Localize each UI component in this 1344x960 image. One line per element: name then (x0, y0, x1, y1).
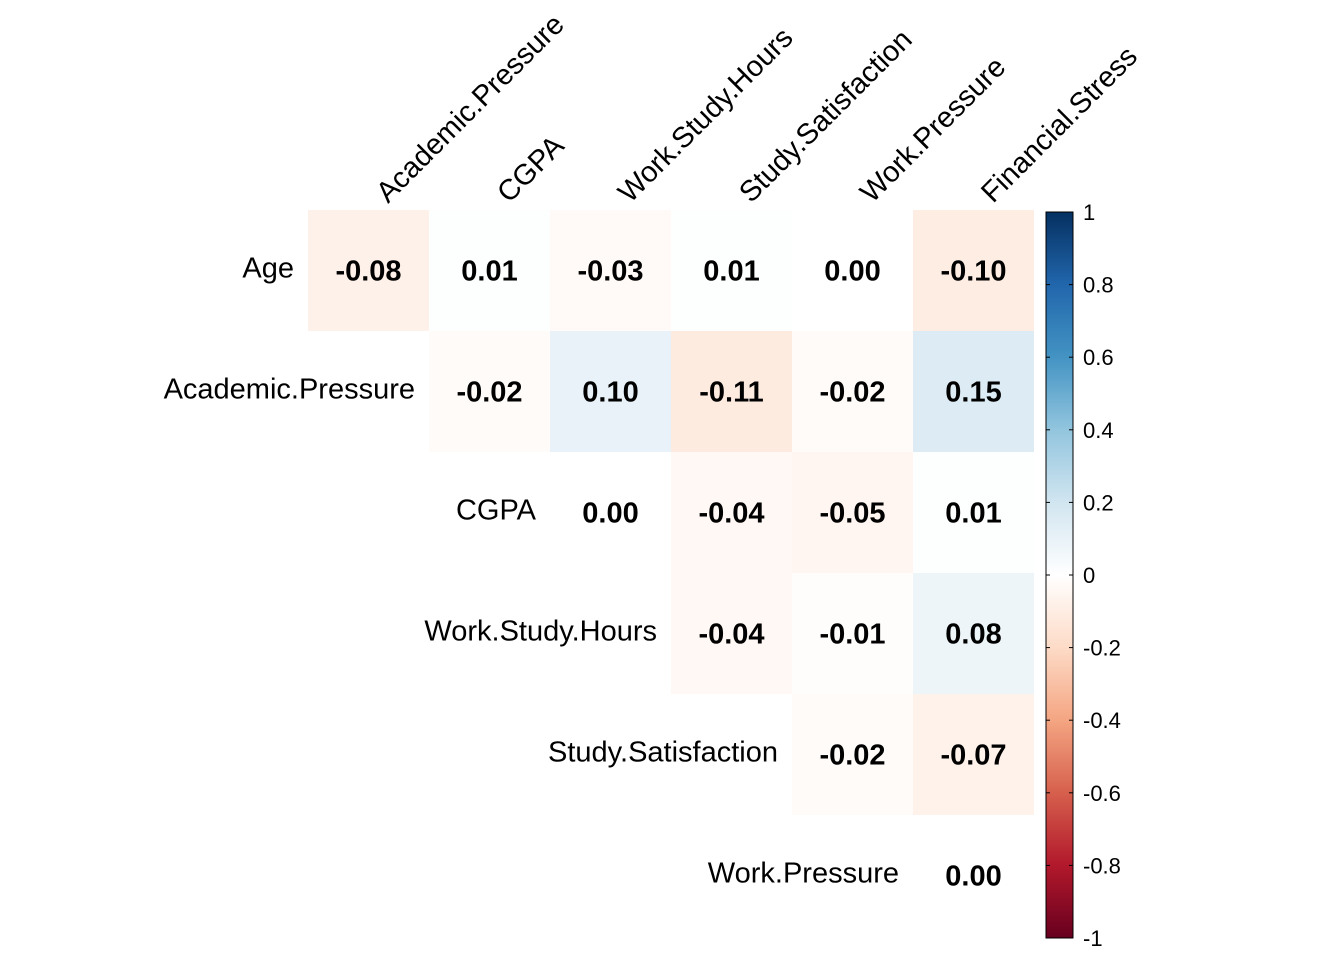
cell-value-label: -0.11 (699, 377, 764, 409)
legend-tick-label: -0.6 (1083, 781, 1121, 806)
cell-value-label: 0.01 (945, 498, 1001, 530)
heatmap-cell (671, 573, 792, 694)
cell-value-label: -0.04 (698, 619, 764, 651)
cell-value-label: -0.02 (819, 377, 885, 409)
legend-tick-label: -0.8 (1083, 853, 1121, 878)
heatmap-cell (913, 694, 1034, 815)
cell-value-label: -0.04 (698, 498, 764, 530)
cell-value-label: -0.10 (940, 256, 1006, 288)
legend-tick-label: 0.4 (1083, 418, 1114, 443)
cell-value-label: -0.08 (335, 256, 401, 288)
heatmap-cell (792, 331, 913, 452)
heatmap-cell (671, 452, 792, 573)
heatmap-cell (429, 210, 550, 331)
heatmap-cell (792, 452, 913, 573)
row-label: Age (242, 253, 294, 285)
cell-value-label: -0.02 (819, 740, 885, 772)
cell-value-label: 0.15 (945, 377, 1001, 409)
heatmap-cell (671, 210, 792, 331)
heatmap-cell (308, 210, 429, 331)
cell-value-label: 0.00 (582, 498, 638, 530)
color-legend: 1 0.8 0.6 0.4 0.2 0 -0.2 -0.4 -0.6 -0.8 -1 (1045, 200, 1121, 951)
row-label: Work.Pressure (708, 858, 899, 890)
cell-value-label: 0.01 (703, 256, 759, 288)
cell-value-label: -0.01 (819, 619, 885, 651)
heatmap-cell (792, 573, 913, 694)
row-label: Academic.Pressure (164, 374, 415, 406)
heatmap-cell (792, 210, 913, 331)
legend-tick-label: 0.6 (1083, 345, 1114, 370)
color-legend-ticks: 1 0.8 0.6 0.4 0.2 0 -0.2 -0.4 -0.6 -0.8 -1 (1046, 200, 1121, 951)
legend-tick-label: -0.4 (1083, 708, 1121, 733)
cell-value-label: -0.03 (577, 256, 643, 288)
heatmap-cell (913, 210, 1034, 331)
row-label: CGPA (456, 495, 537, 527)
heatmap-cell (913, 573, 1034, 694)
row-label: Study.Satisfaction (548, 737, 778, 769)
heatmap-cell (792, 694, 913, 815)
heatmap-cell (913, 452, 1034, 573)
heatmap-cell (550, 331, 671, 452)
legend-tick-label: 0.2 (1083, 490, 1114, 515)
heatmap-cell (550, 452, 671, 573)
heatmap-cell (550, 210, 671, 331)
cell-value-label: -0.02 (456, 377, 522, 409)
cell-value-label: -0.07 (940, 740, 1006, 772)
legend-tick-label: 0 (1083, 563, 1095, 588)
legend-tick-label: 0.8 (1083, 273, 1114, 298)
row-label: Work.Study.Hours (424, 616, 657, 648)
heatmap-cell (913, 815, 1034, 936)
legend-tick-label: -1 (1083, 926, 1103, 951)
heatmap-cells: -0.08 0.01 -0.03 0.01 0.00 -0.10 -0.02 0.10 -0.1… (308, 210, 1034, 936)
heatmap-cell (913, 331, 1034, 452)
heatmap-cell (429, 331, 550, 452)
cell-value-label: 0.00 (824, 256, 880, 288)
row-labels: Age Academic.Pressure CGPA Work.Study.Hours… (164, 253, 899, 890)
cell-value-label: 0.08 (945, 619, 1001, 651)
legend-tick-label: 1 (1083, 200, 1095, 225)
column-label: CGPA (491, 129, 571, 209)
cell-value-label: 0.00 (945, 861, 1001, 893)
cell-value-label: 0.10 (582, 377, 638, 409)
legend-tick-label: -0.2 (1083, 636, 1121, 661)
heatmap-cell (671, 331, 792, 452)
color-legend-bar (1045, 211, 1074, 939)
cell-value-label: -0.05 (819, 498, 885, 530)
cell-value-label: 0.01 (461, 256, 517, 288)
